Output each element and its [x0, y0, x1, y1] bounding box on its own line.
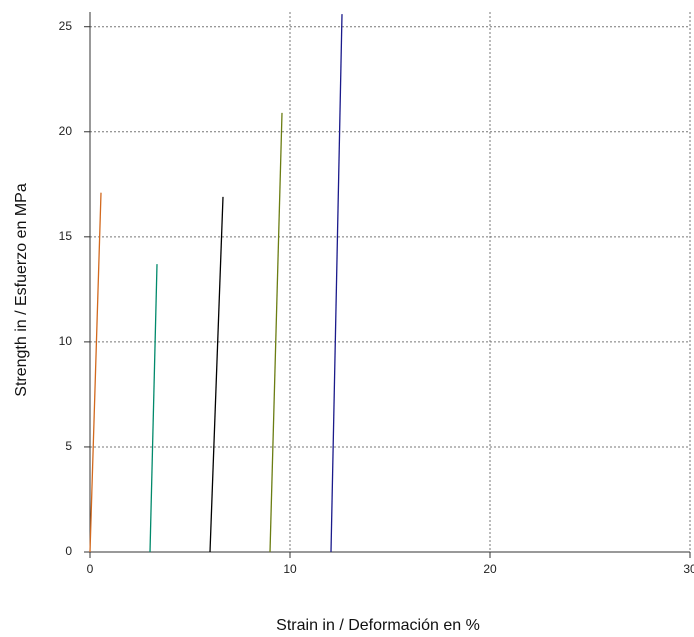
y-tick-label: 0 [65, 544, 72, 558]
x-axis-title: Strain in / Deformación en % [276, 617, 480, 634]
y-tick-label: 5 [65, 439, 72, 453]
y-tick-label: 10 [59, 334, 73, 348]
y-tick-label: 25 [59, 19, 73, 33]
x-tick-label: 30 [683, 562, 694, 576]
x-tick-label: 20 [483, 562, 497, 576]
x-tick-label: 10 [283, 562, 297, 576]
y-tick-label: 20 [59, 124, 73, 138]
series-line [89, 192, 102, 553]
series-line [209, 196, 224, 553]
x-tick-label: 0 [87, 562, 94, 576]
series-line [330, 14, 343, 553]
y-axis-title: Strength in / Esfuerzo en MPa [13, 183, 30, 397]
series-line [269, 112, 283, 553]
series-line [149, 264, 158, 553]
y-tick-label: 15 [59, 229, 73, 243]
